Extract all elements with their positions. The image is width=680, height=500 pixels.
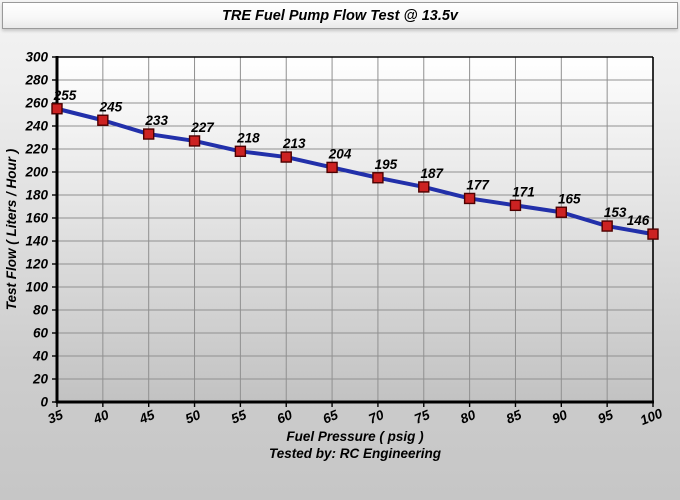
- y-tick-label: 280: [24, 73, 48, 88]
- tick-marks: [52, 56, 654, 407]
- x-tick-label: 50: [183, 407, 203, 427]
- data-point-label: 177: [466, 177, 490, 192]
- gridlines: [57, 57, 653, 402]
- y-tick-label: 0: [40, 395, 48, 410]
- y-tick-label: 40: [32, 349, 49, 364]
- x-tick-label: 90: [550, 407, 570, 427]
- x-tick-label: 100: [638, 405, 665, 428]
- chart-title-bar: TRE Fuel Pump Flow Test @ 13.5v: [2, 2, 678, 29]
- x-tick-label: 80: [458, 407, 478, 427]
- data-marker: [188, 135, 201, 147]
- x-tick-label: 60: [275, 407, 295, 427]
- data-point-label: 204: [328, 146, 352, 161]
- data-marker: [418, 181, 430, 193]
- plot-area: [57, 57, 653, 402]
- y-tick-label: 180: [25, 188, 48, 203]
- data-point-label: 153: [604, 205, 627, 220]
- x-tick-label: 70: [366, 407, 386, 427]
- data-marker: [555, 206, 568, 218]
- x-axis-title: Fuel Pressure ( psig ): [286, 429, 424, 444]
- data-marker: [234, 145, 247, 158]
- y-tick-label: 220: [24, 142, 48, 157]
- x-tick-label: 75: [412, 407, 432, 427]
- x-tick-label: 35: [46, 407, 66, 427]
- x-tick-label: 45: [136, 407, 157, 427]
- y-axis-title: Test Flow ( Liters / Hour ): [4, 148, 19, 310]
- data-point-label: 245: [99, 99, 123, 114]
- data-point-label: 171: [512, 184, 535, 199]
- y-tick-label: 60: [33, 326, 49, 341]
- data-marker: [97, 114, 109, 126]
- x-tick-label: 85: [504, 407, 524, 427]
- data-marker: [280, 151, 292, 163]
- data-marker: [601, 220, 613, 232]
- data-point-label: 213: [282, 136, 306, 151]
- data-marker: [509, 199, 522, 212]
- x-tick-labels: 35 40 45 50 55 60 65 70 75 80 85 90 95 100: [46, 405, 665, 428]
- data-marker: [142, 128, 155, 140]
- data-marker: [647, 228, 659, 240]
- data-point-label: 218: [236, 130, 260, 145]
- y-tick-labels: 0 20 40 60 80 100 120 140 160 180 200 220 240 260 280 3…: [24, 50, 48, 410]
- x-tick-label: 40: [90, 407, 111, 427]
- footer-text: Tested by: RC Engineering: [269, 446, 442, 461]
- data-marker: [372, 172, 384, 184]
- y-tick-label: 100: [25, 280, 48, 295]
- x-tick-label: 55: [229, 407, 249, 427]
- data-point-label: 233: [144, 113, 168, 128]
- chart-title: TRE Fuel Pump Flow Test @ 13.5v: [222, 7, 458, 24]
- x-tick-label: 65: [321, 407, 341, 427]
- data-marker: [51, 103, 63, 115]
- data-point-label: 187: [421, 166, 445, 181]
- data-marker: [463, 192, 476, 205]
- x-tick-label: 95: [596, 407, 616, 427]
- data-point-label: 227: [190, 120, 215, 135]
- y-tick-label: 200: [24, 165, 48, 180]
- data-marker: [326, 161, 338, 174]
- y-tick-label: 20: [32, 372, 49, 387]
- flow-line: [55, 106, 655, 237]
- y-tick-label: 260: [24, 96, 48, 111]
- data-point-label: 255: [53, 88, 77, 103]
- y-tick-label: 80: [33, 303, 49, 318]
- data-point-label: 146: [627, 213, 650, 228]
- y-tick-label: 140: [25, 234, 48, 249]
- y-tick-label: 120: [25, 257, 48, 272]
- y-tick-label: 160: [25, 211, 48, 226]
- data-point-label: 195: [375, 157, 398, 172]
- y-tick-label: 240: [24, 119, 48, 134]
- y-tick-label: 300: [25, 50, 48, 65]
- data-markers: [51, 103, 659, 240]
- data-point-label: 165: [558, 191, 581, 206]
- data-point-labels: 255 245 233 227 218 213 204 195 187 177 171 165 1531…: [53, 88, 650, 228]
